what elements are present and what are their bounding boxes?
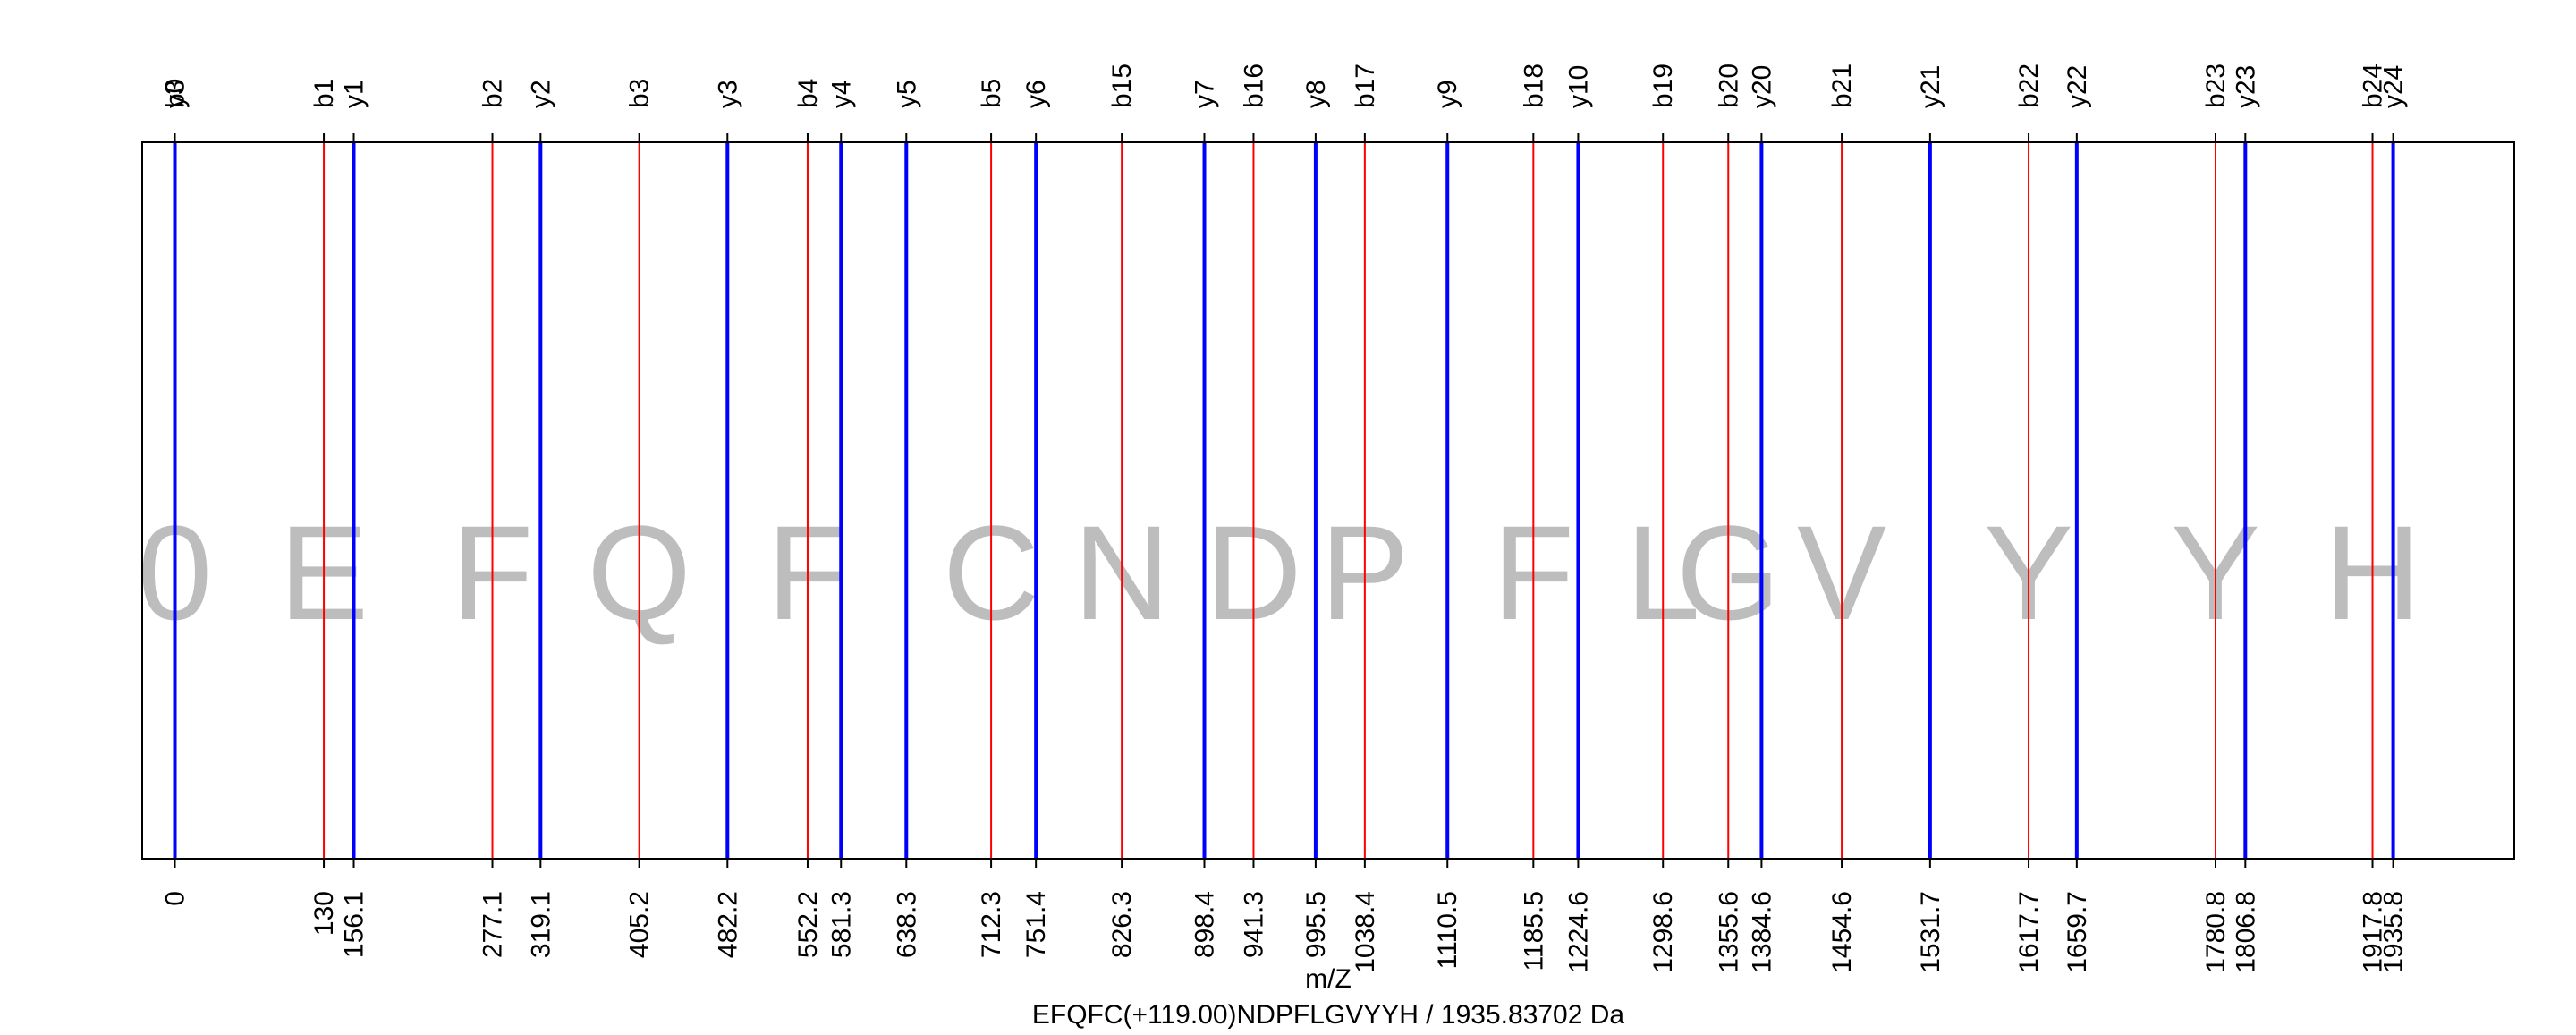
b-ion-label: b21	[1827, 64, 1857, 108]
mz-tick-label: 941.3	[1239, 891, 1268, 958]
b-ion-label: b15	[1107, 64, 1137, 108]
mz-tick-label: 1617.7	[2014, 891, 2044, 973]
y-ion-label: y22	[2063, 65, 2092, 108]
mz-tick-label: 1454.6	[1827, 891, 1857, 973]
b-ion-label: b17	[1351, 64, 1380, 108]
mz-tick-label: 1935.8	[2379, 891, 2409, 973]
mz-tick-label: 1185.5	[1519, 891, 1548, 971]
b-ion-label: b5	[977, 79, 1006, 108]
mz-tick-label: 552.2	[793, 891, 823, 958]
y-ion-label: y2	[526, 80, 555, 108]
y-ion-label: y23	[2231, 65, 2260, 108]
b-ion-label: b19	[1648, 64, 1678, 108]
mz-tick-label: 1780.8	[2201, 891, 2231, 973]
y-ion-label: y1	[340, 80, 369, 108]
b-ion-label: b2	[479, 79, 508, 108]
mz-tick-label: 1659.7	[2063, 891, 2092, 973]
b-ion-label: b3	[625, 79, 655, 108]
y-ion-label: y24	[2379, 65, 2409, 108]
mz-tick-label: 277.1	[479, 891, 508, 958]
mz-tick-label: 826.3	[1107, 891, 1137, 958]
chart-subtitle: EFQFC(+119.00)NDPFLGVYYH / 1935.83702 Da	[1032, 1000, 1625, 1030]
y-ion-label: y10	[1563, 65, 1593, 108]
mz-tick-label: 1298.6	[1648, 891, 1678, 973]
y-ion-label: y6	[1021, 80, 1051, 108]
ion-lines	[173, 133, 2395, 868]
x-axis-label: m/Z	[1305, 964, 1352, 994]
b-ion-label: b22	[2014, 64, 2044, 108]
b-ion-label: b0	[161, 79, 191, 108]
y-ion-label: y3	[161, 80, 191, 108]
b-ion-label: b1	[309, 79, 339, 108]
b-ion-label: b18	[1519, 64, 1548, 108]
mz-tick-label: 1531.7	[1916, 891, 1945, 973]
y-ion-label: y8	[1301, 80, 1331, 108]
mz-tick-label: 1355.6	[1714, 891, 1743, 973]
mz-tick-label: 1806.8	[2231, 891, 2260, 973]
y-ion-label: y21	[1916, 65, 1945, 108]
mz-tick-labels-bottom: 0 130 277.1 405.2 552.2 712.3 826.3 941.3 1038.4…	[161, 891, 2409, 973]
b-ion-label: b4	[793, 79, 823, 108]
mz-tick-label: 581.3	[826, 891, 856, 958]
mz-tick-label: 712.3	[977, 891, 1006, 958]
mz-tick-label: 1110.5	[1433, 891, 1462, 969]
mz-tick-label: 130	[309, 891, 339, 936]
mz-tick-label: 1038.4	[1351, 891, 1380, 973]
y-ion-label: y3	[713, 80, 742, 108]
mz-tick-label: 156.1	[340, 891, 369, 958]
mz-tick-label: 751.4	[1021, 891, 1051, 958]
mz-tick-label: 1224.6	[1563, 891, 1593, 973]
mz-tick-label: 1917.8	[2359, 891, 2388, 973]
mz-tick-label: 319.1	[526, 891, 555, 958]
plot-frame	[141, 141, 2515, 860]
y-ion-label: y9	[1433, 80, 1462, 108]
y-ion-label: y7	[1191, 80, 1220, 108]
ion-labels-top: b0 b1 b2 b3 b4 b5 b15 b16 b17 b18 b19 b20 b21 b22 b23 b…	[161, 64, 2409, 108]
mz-tick-label: 638.3	[892, 891, 921, 958]
b-ion-label: b24	[2359, 64, 2388, 108]
b-ion-label: b23	[2201, 64, 2231, 108]
mz-tick-label: 1384.6	[1747, 891, 1776, 973]
mz-tick-label: 995.5	[1301, 891, 1331, 958]
b-ion-label: b20	[1714, 64, 1743, 108]
mz-tick-label: 0	[161, 891, 191, 906]
y-ion-label: y5	[892, 80, 921, 108]
mz-tick-label: 405.2	[625, 891, 655, 958]
y-ion-label: y4	[826, 80, 856, 108]
mz-tick-label: 898.4	[1191, 891, 1220, 958]
y-ion-label: y20	[1747, 65, 1776, 108]
mz-tick-label: 482.2	[713, 891, 742, 958]
b-ion-label: b16	[1239, 64, 1268, 108]
